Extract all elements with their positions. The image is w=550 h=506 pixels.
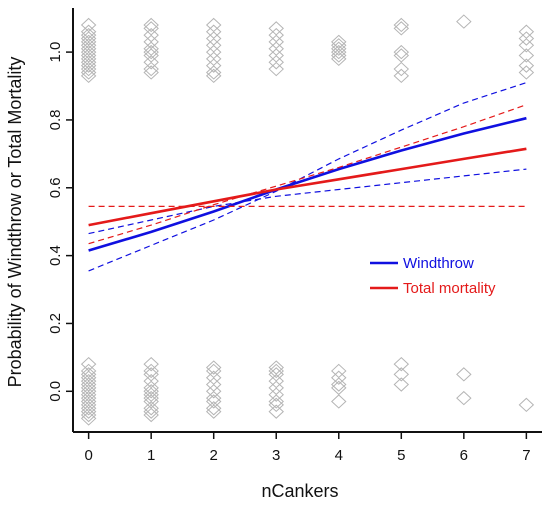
- scatter-point: [518, 38, 535, 53]
- scatter-point: [518, 31, 535, 46]
- scatter-point: [393, 68, 410, 84]
- scatter-point: [143, 61, 159, 77]
- scatter-point: [80, 411, 97, 426]
- x-tick-label: 1: [147, 447, 155, 464]
- x-tick-label: 4: [335, 447, 343, 464]
- x-tick-label: 3: [272, 447, 280, 464]
- scatter-point: [80, 61, 97, 77]
- scatter-point: [331, 48, 347, 63]
- scatter-point: [268, 387, 284, 402]
- scatter-point: [143, 363, 159, 379]
- y-tick-label: 0.8: [47, 110, 64, 131]
- x-tick-label: 6: [460, 447, 468, 464]
- y-tick-label: 1.0: [47, 42, 64, 63]
- scatter-point: [456, 390, 472, 406]
- scatter-point: [205, 68, 222, 84]
- scatter-point: [143, 65, 159, 80]
- scatter-point: [143, 17, 159, 33]
- scatter-point: [268, 363, 284, 379]
- x-tick-label: 7: [522, 447, 530, 464]
- scatter-point: [518, 397, 535, 413]
- y-tick-label: 0.0: [47, 381, 64, 402]
- scatter-point: [456, 14, 472, 29]
- x-tick-label: 0: [84, 447, 92, 464]
- scatter-point: [331, 44, 347, 60]
- x-tick-label: 2: [210, 447, 218, 464]
- scatter-point: [268, 55, 284, 70]
- scatter-point: [331, 41, 347, 56]
- legend: Windthrow Total mortality: [370, 255, 496, 297]
- x-axis-label: nCankers: [261, 481, 338, 501]
- x-axis-ticks: 0 1 2 3 4 5 6 7: [84, 432, 531, 464]
- scatter-point: [143, 407, 159, 423]
- confidence-band-line: [88, 82, 527, 272]
- fit-lines: [88, 82, 527, 272]
- scatter-point: [143, 55, 159, 70]
- scatter-point: [393, 61, 410, 77]
- scatter-point: [331, 380, 347, 396]
- y-tick-label: 0.2: [47, 313, 64, 334]
- scatter-point: [143, 404, 159, 419]
- scatter-point: [143, 356, 159, 372]
- scatter-point: [143, 44, 159, 60]
- scatter-point: [80, 401, 97, 416]
- scatter-point: [393, 44, 410, 60]
- scatter-point: [80, 65, 97, 80]
- scatter-point: [393, 377, 410, 392]
- scatter-point: [268, 61, 284, 77]
- scatter-point: [80, 404, 97, 419]
- scatter-point: [205, 65, 222, 80]
- scatter-point: [393, 367, 410, 382]
- scatter-point: [80, 407, 97, 423]
- scatter-point: [205, 394, 222, 409]
- scatter-point: [518, 58, 535, 73]
- y-tick-label: 0.6: [47, 177, 64, 198]
- scatter-point: [268, 397, 284, 413]
- scatter-point: [518, 48, 535, 63]
- scatter-point: [205, 58, 222, 73]
- legend-label-total-mortality: Total mortality: [403, 280, 496, 297]
- scatter-point: [393, 356, 410, 372]
- windthrow-line: [88, 116, 527, 252]
- y-axis-label: Probability of Windthrow or Total Mortal…: [5, 57, 25, 388]
- scatter-point: [205, 360, 222, 375]
- confidence-band-line: [88, 104, 527, 245]
- scatter-point: [331, 377, 347, 392]
- scatter-point: [205, 401, 222, 416]
- scatter-point: [143, 401, 159, 416]
- scatter-point: [268, 404, 284, 419]
- scatter-point: [80, 68, 97, 84]
- scatter-point: [80, 58, 97, 73]
- legend-label-windthrow: Windthrow: [403, 255, 474, 272]
- total-mortality-line: [88, 147, 527, 227]
- y-tick-label: 0.4: [47, 245, 64, 266]
- x-tick-label: 5: [397, 447, 405, 464]
- scatter-point: [143, 384, 159, 399]
- scatter-point: [331, 370, 347, 385]
- scatter-point: [331, 51, 347, 67]
- y-axis-ticks: 0.0 0.2 0.4 0.6 0.8 1.0: [47, 42, 73, 402]
- scatter-point: [205, 404, 222, 419]
- scatter-point: [393, 17, 410, 33]
- scatter-point: [331, 394, 347, 409]
- confidence-band-line: [88, 168, 527, 235]
- scatter-point: [518, 65, 535, 80]
- scatter-point: [268, 394, 284, 409]
- scatter-point: [393, 48, 410, 63]
- scatter-point: [456, 367, 472, 382]
- scatter-points: [80, 14, 535, 426]
- scatter-point: [393, 21, 410, 36]
- scatter-point: [205, 384, 222, 399]
